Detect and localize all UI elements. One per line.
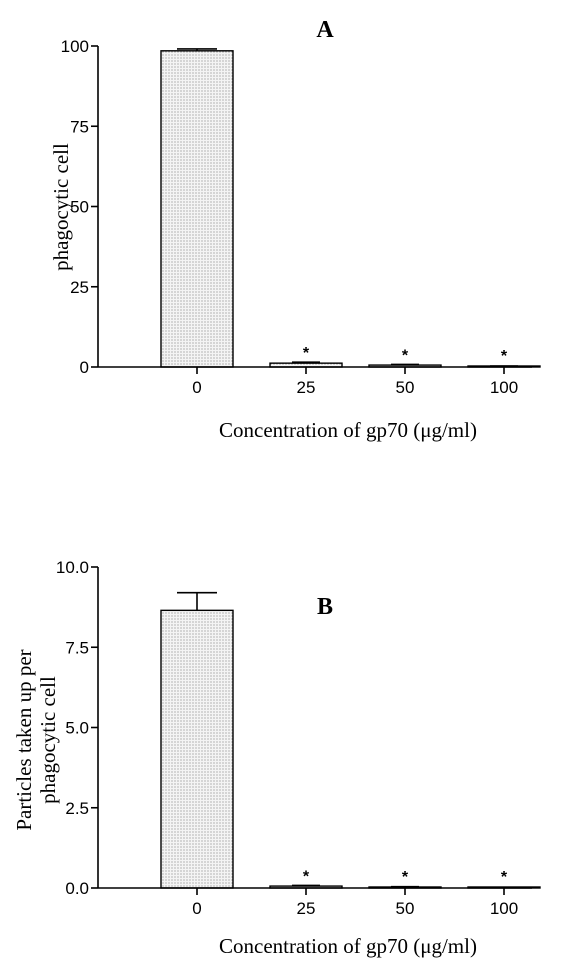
panel-b-bar-0 [160, 609, 234, 889]
panel-b-y-tick-label-7.5: 7.5 [65, 638, 89, 657]
panel-b-x-tick-label-0: 0 [192, 899, 201, 918]
panel-b-plot-area: * * * 0.0 2.5 5.0 7.5 10.0 0 25 50 100 [56, 558, 541, 918]
panel-b: B Particles taken up per phagocytic cell… [12, 558, 541, 958]
panel-a-bar-0 [160, 50, 234, 368]
panel-b-y-tick-label-0.0: 0.0 [65, 879, 89, 898]
panel-a-x-tick-label-100: 100 [490, 378, 518, 397]
panel-b-significance-marker-100: * [501, 869, 508, 886]
panel-b-y-tick-label-5.0: 5.0 [65, 719, 89, 738]
panel-b-significance-marker-50: * [402, 869, 409, 886]
panel-b-title: B [317, 594, 333, 620]
panel-b-x-tick-label-50: 50 [396, 899, 415, 918]
panel-b-x-tick-label-100: 100 [490, 899, 518, 918]
panel-a-y-tick-label-50: 50 [70, 198, 89, 217]
panel-a-x-tick-label-0: 0 [192, 378, 201, 397]
panel-a-significance-marker-25: * [303, 345, 310, 362]
panel-b-significance-marker-25: * [303, 868, 310, 885]
panel-a-y-axis-label: phagocytic cell [49, 143, 73, 271]
panel-a-y-tick-label-0: 0 [80, 358, 89, 377]
panel-a-x-tick-label-50: 50 [396, 378, 415, 397]
panel-a-y-tick-label-25: 25 [70, 278, 89, 297]
panel-a-y-tick-label-100: 100 [61, 37, 89, 56]
panel-a-significance-marker-100: * [501, 348, 508, 365]
panel-b-y-axis-label-line-1: Particles taken up per [12, 649, 36, 830]
panel-b-x-tick-label-25: 25 [297, 899, 316, 918]
panel-a-title: A [316, 17, 334, 43]
panel-a-significance-marker-50: * [402, 347, 409, 364]
panel-a: A phagocytic cell Concentration of gp70 … [49, 17, 541, 442]
panel-a-x-tick-label-25: 25 [297, 378, 316, 397]
panel-a-x-axis-label: Concentration of gp70 (μg/ml) [219, 418, 477, 442]
panel-b-y-tick-label-2.5: 2.5 [65, 799, 89, 818]
panel-b-y-tick-label-10.0: 10.0 [56, 558, 89, 577]
panel-a-y-tick-label-75: 75 [70, 117, 89, 136]
panel-b-x-axis-label: Concentration of gp70 (μg/ml) [219, 934, 477, 958]
panel-b-y-axis-label-line-2: phagocytic cell [36, 676, 60, 804]
panel-a-plot-area: * * * 0 25 50 75 100 0 25 50 100 [61, 37, 541, 397]
